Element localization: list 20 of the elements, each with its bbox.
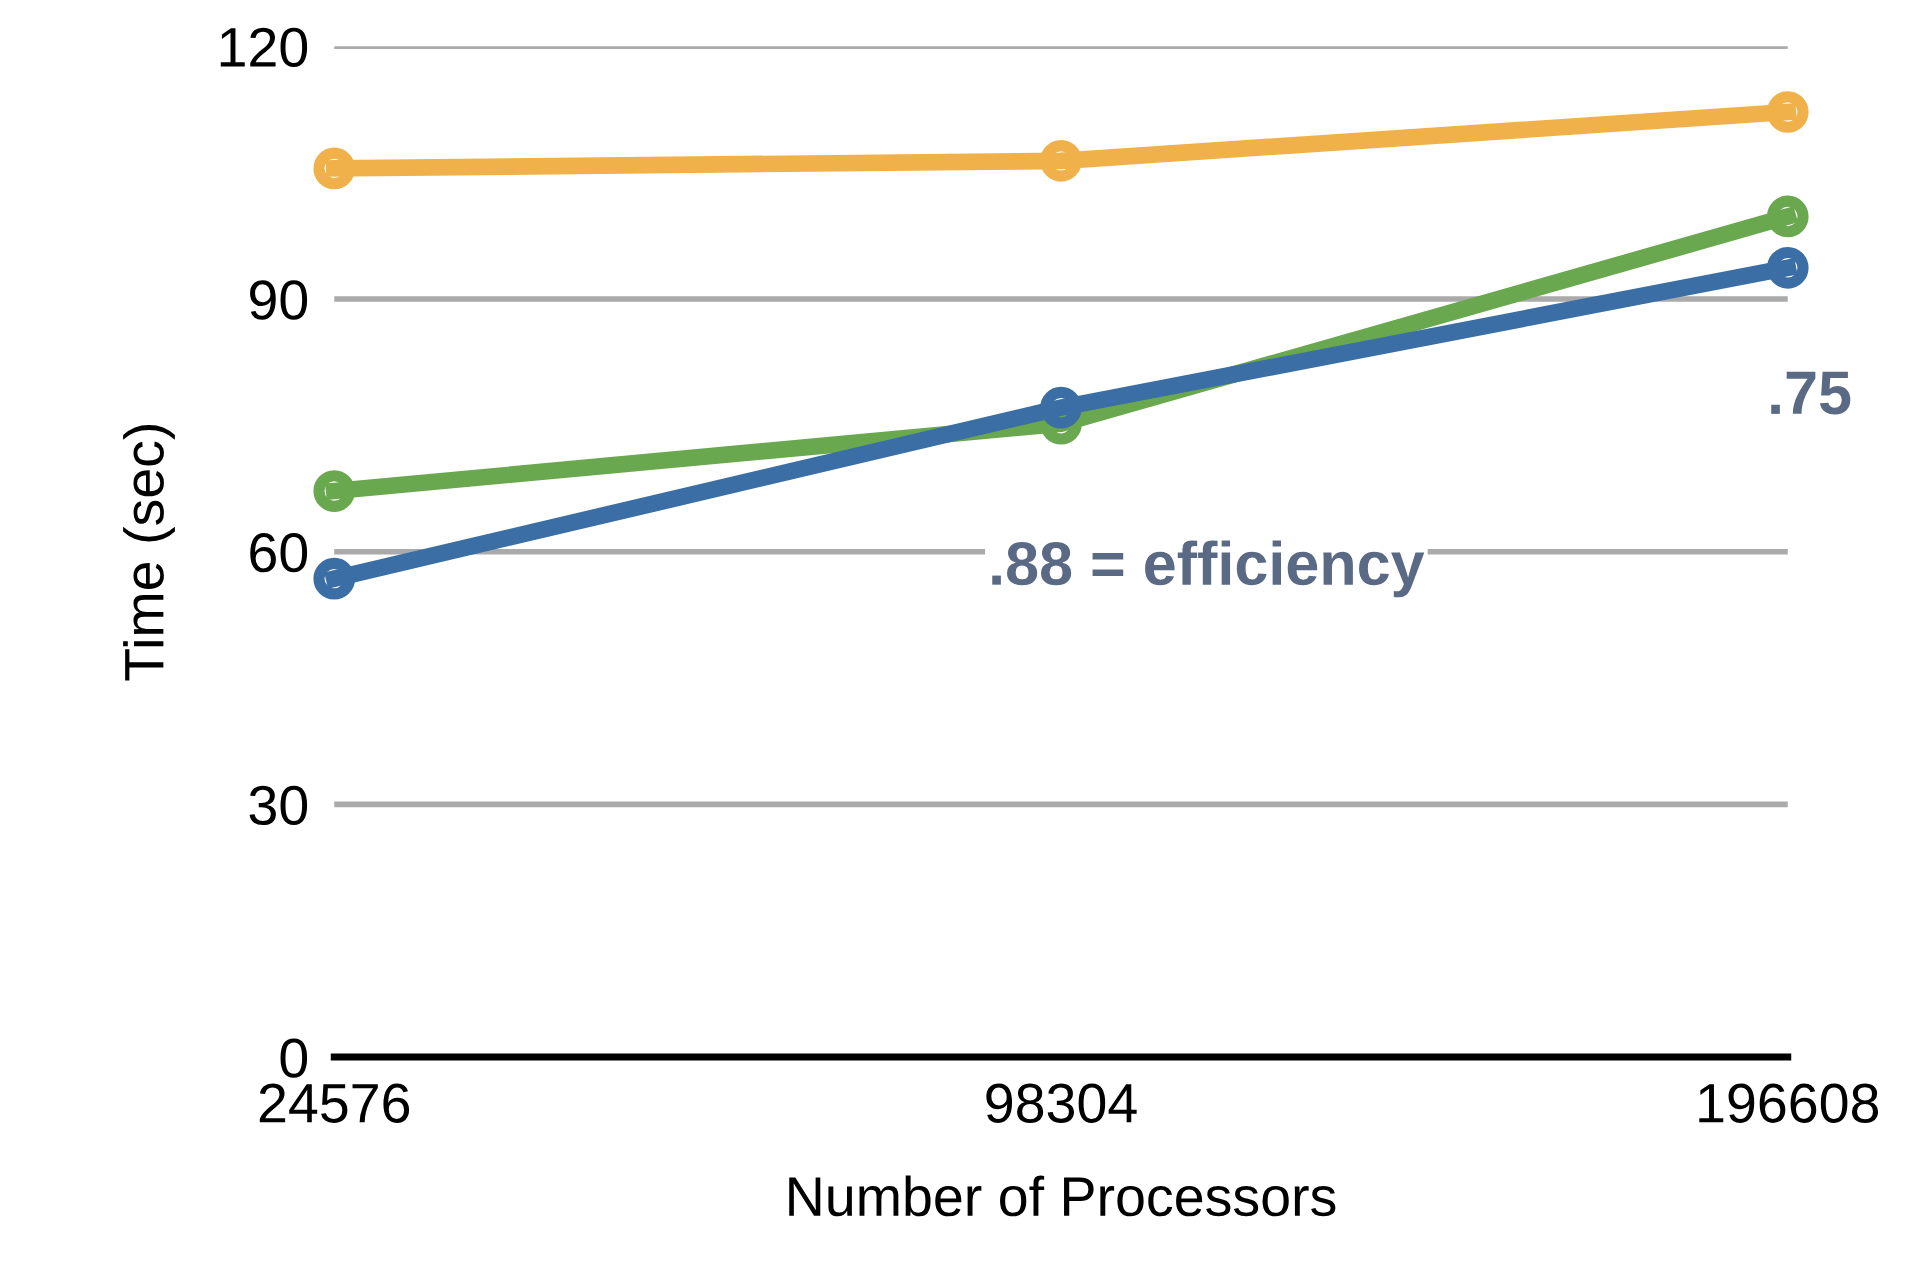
point bbox=[1040, 386, 1082, 429]
y-tick-label: 0 bbox=[280, 1038, 308, 1078]
y-tick-label: 60 bbox=[250, 533, 308, 573]
y-tick-label: 90 bbox=[250, 280, 308, 320]
point bbox=[1040, 140, 1082, 182]
y-axis-title: Time (sec) bbox=[123, 425, 175, 681]
x-axis-title: Number of Processors bbox=[789, 1175, 1336, 1217]
y-tick-label: 120 bbox=[220, 27, 308, 67]
x-tick-label: 24576 bbox=[259, 1083, 410, 1123]
point bbox=[313, 147, 356, 190]
point bbox=[1766, 246, 1809, 289]
x-tick-label: 98304 bbox=[986, 1083, 1137, 1123]
point bbox=[1766, 195, 1809, 238]
point bbox=[313, 557, 356, 600]
x-tick-label: 196608 bbox=[1699, 1083, 1879, 1123]
point bbox=[313, 470, 356, 512]
point bbox=[1766, 91, 1809, 133]
annotation: .75 bbox=[1771, 371, 1851, 415]
annotation: .88 = efficiency bbox=[992, 540, 1425, 598]
y-tick-label: 30 bbox=[249, 785, 308, 826]
